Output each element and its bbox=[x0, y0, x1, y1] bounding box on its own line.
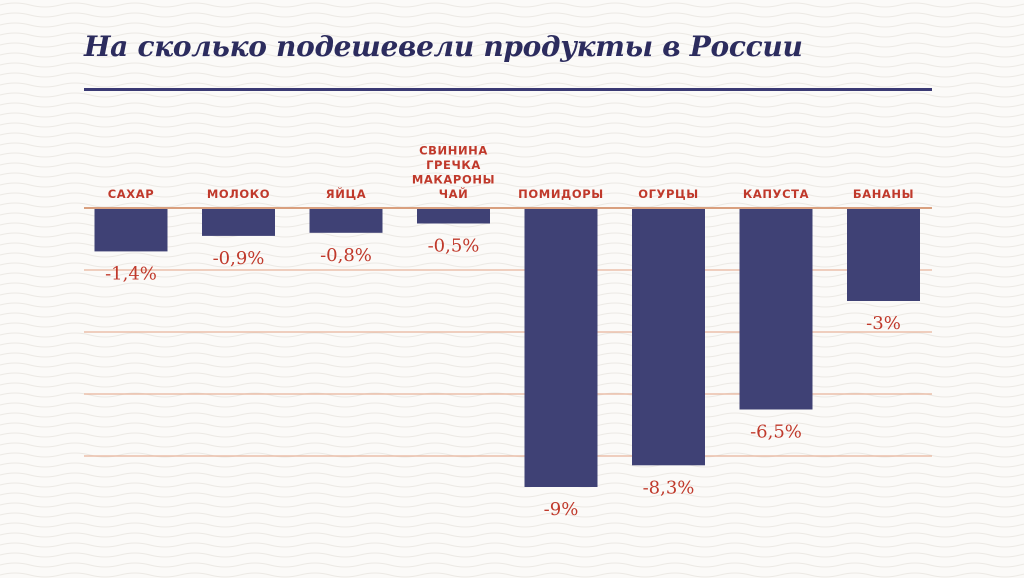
bars bbox=[94, 208, 920, 487]
value-label-1: -0,9% bbox=[213, 248, 265, 269]
category-label-3-1: ГРЕЧКА bbox=[426, 158, 481, 172]
value-label-4: -9% bbox=[544, 499, 579, 520]
bar-7 bbox=[847, 208, 920, 301]
title-underline bbox=[84, 88, 932, 91]
bar-1 bbox=[202, 208, 275, 236]
value-label-0: -1,4% bbox=[105, 263, 157, 284]
category-label-5: ОГУРЦЫ bbox=[638, 187, 699, 201]
value-label-6: -6,5% bbox=[750, 422, 802, 443]
category-label-4: ПОМИДОРЫ bbox=[518, 187, 604, 201]
category-label-6: КАПУСТА bbox=[743, 187, 809, 201]
value-label-5: -8,3% bbox=[643, 477, 695, 498]
category-label-1: МОЛОКО bbox=[207, 187, 270, 201]
bar-6 bbox=[739, 208, 813, 410]
labels: -1,4% САХАР -0,9% МОЛОКО -0,8% ЯЙЦА -0,5% СВИНИ… bbox=[105, 144, 914, 521]
bar-4 bbox=[524, 208, 598, 487]
value-label-7: -3% bbox=[866, 313, 901, 334]
category-label-3-2: МАКАРОНЫ bbox=[412, 173, 495, 187]
category-label-0: САХАР bbox=[108, 187, 155, 201]
bar-3 bbox=[417, 208, 490, 224]
category-label-7: БАНАНЫ bbox=[853, 187, 914, 201]
chart-title: На сколько подешевели продукты в России bbox=[84, 30, 803, 63]
bar-2 bbox=[309, 208, 383, 233]
bar-5 bbox=[632, 208, 705, 466]
category-label-3-3: ЧАЙ bbox=[439, 186, 469, 201]
category-label-2: ЯЙЦА bbox=[326, 186, 366, 201]
category-label-3-0: СВИНИНА bbox=[419, 144, 488, 158]
bar-0 bbox=[94, 208, 168, 252]
value-label-3: -0,5% bbox=[428, 236, 480, 257]
value-label-2: -0,8% bbox=[320, 245, 372, 266]
